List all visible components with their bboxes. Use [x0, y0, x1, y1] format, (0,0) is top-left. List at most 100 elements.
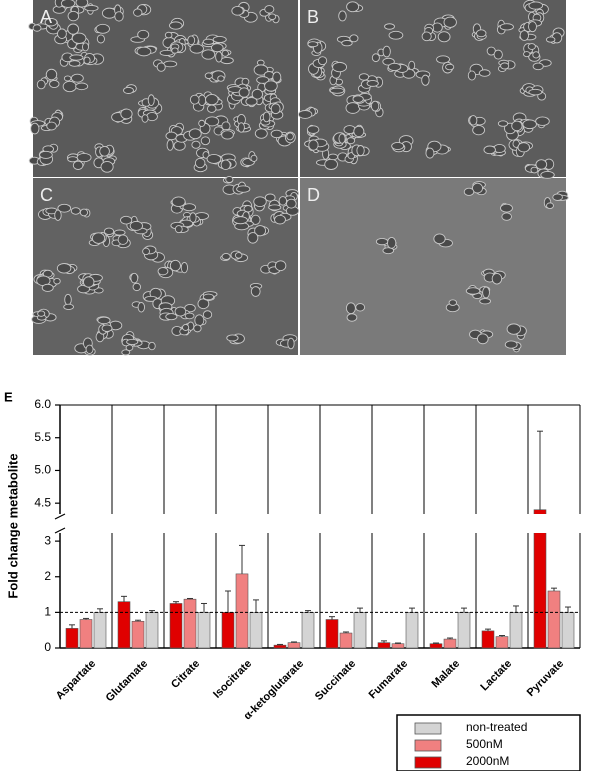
- cell: [220, 56, 234, 65]
- cell: [75, 0, 89, 8]
- cell: [79, 208, 89, 217]
- y-tick-label: 0: [44, 640, 51, 654]
- cell: [46, 121, 57, 131]
- cell: [32, 24, 42, 32]
- cell: [225, 175, 234, 183]
- cell: [60, 0, 76, 8]
- cell: [472, 125, 486, 136]
- cell: [270, 103, 281, 115]
- cell: [491, 272, 503, 285]
- cell: [49, 80, 60, 88]
- cell: [171, 47, 179, 54]
- cell: [137, 302, 145, 313]
- bar: [405, 612, 419, 649]
- cell: [148, 341, 156, 351]
- cell: [352, 95, 364, 103]
- cell: [142, 247, 150, 256]
- cell: [163, 60, 178, 68]
- cell: [189, 94, 200, 105]
- bar: [287, 642, 301, 649]
- cell: [528, 1, 544, 10]
- cell: [221, 49, 229, 57]
- bar: [443, 638, 457, 649]
- cell: [95, 23, 110, 34]
- cell: [56, 263, 72, 274]
- cell: [164, 31, 173, 39]
- cell: [184, 312, 195, 320]
- cell: [532, 62, 544, 71]
- cell: [100, 160, 114, 173]
- cell: [332, 61, 348, 73]
- cell: [506, 323, 521, 335]
- cell: [97, 316, 111, 325]
- cell: [191, 140, 201, 149]
- legend-swatch: [414, 722, 442, 735]
- cell: [184, 303, 196, 313]
- cell: [535, 116, 550, 126]
- cell: [215, 51, 223, 63]
- y-tick-label: 5.5: [34, 430, 51, 444]
- bar: [339, 632, 353, 649]
- cell: [274, 260, 287, 272]
- cell: [443, 16, 457, 28]
- cell: [264, 193, 276, 202]
- cell: [206, 153, 222, 164]
- cell: [54, 209, 62, 221]
- cell: [421, 74, 430, 86]
- cell: [101, 324, 113, 332]
- cell: [82, 276, 95, 288]
- cell: [53, 277, 61, 285]
- cell: [546, 202, 554, 210]
- cell: [166, 139, 174, 151]
- cell: [133, 8, 143, 17]
- legend-swatch: [414, 739, 442, 752]
- cell: [121, 349, 131, 356]
- cell: [345, 302, 356, 315]
- cell: [103, 227, 115, 236]
- cell: [327, 153, 339, 161]
- bar: [93, 612, 107, 649]
- cell: [207, 104, 217, 113]
- cell: [113, 229, 126, 236]
- cell: [366, 80, 379, 87]
- cell: [463, 187, 475, 196]
- bar: [221, 612, 235, 649]
- cell: [465, 287, 481, 295]
- cell: [382, 247, 395, 255]
- cell: [286, 132, 294, 141]
- axis-break: [52, 514, 582, 533]
- cell: [408, 60, 416, 71]
- cell: [202, 293, 215, 301]
- cell: [307, 41, 319, 48]
- cell: [448, 299, 457, 306]
- cell: [497, 120, 509, 127]
- bar: [145, 612, 159, 649]
- cell: [274, 214, 286, 225]
- cell: [270, 129, 283, 139]
- cell: [421, 31, 432, 42]
- cell: [114, 11, 124, 22]
- cell: [64, 293, 72, 306]
- bar: [391, 643, 405, 649]
- cell: [70, 73, 84, 83]
- cell: [386, 237, 397, 249]
- y-tick-label: 4.5: [34, 495, 51, 509]
- cell: [264, 5, 275, 14]
- cell: [238, 87, 250, 98]
- cell: [324, 158, 338, 170]
- cell: [356, 145, 365, 157]
- cell: [358, 73, 370, 81]
- cell: [210, 43, 224, 53]
- cell: [120, 215, 133, 225]
- cell: [243, 205, 253, 213]
- cell: [552, 193, 563, 201]
- cell: [165, 131, 178, 141]
- bar: [509, 612, 523, 649]
- y-axis-label: Fold change metabolite: [5, 453, 20, 598]
- cell: [250, 214, 261, 225]
- panel-label: C: [40, 185, 53, 205]
- cell: [198, 119, 206, 127]
- panel-label: B: [307, 7, 319, 27]
- y-tick-label: 6.0: [34, 397, 51, 411]
- cell: [202, 38, 215, 45]
